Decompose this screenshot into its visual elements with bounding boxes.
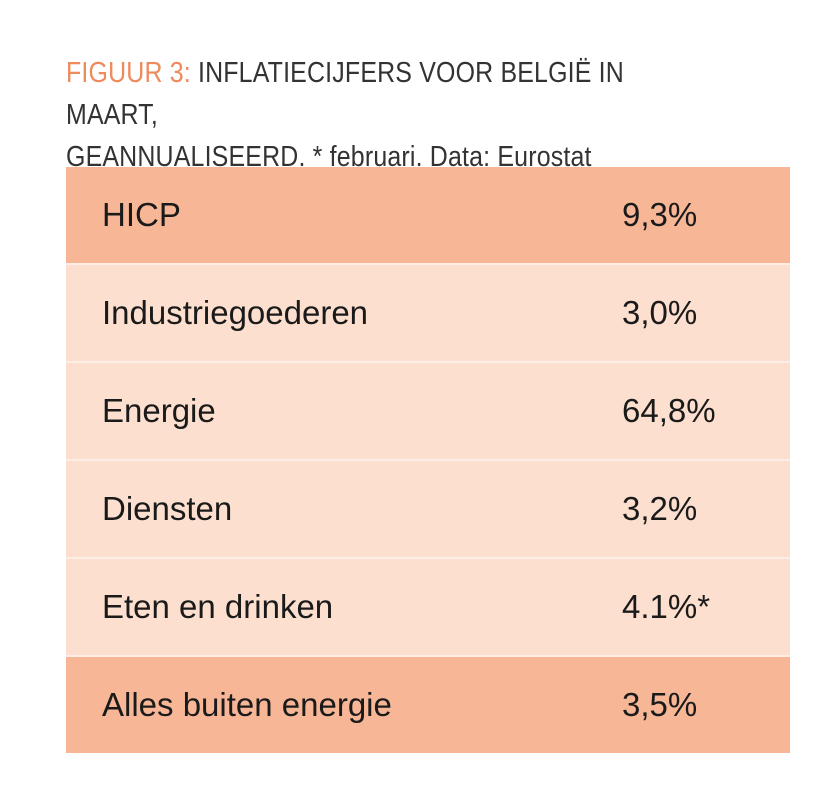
table-row: Eten en drinken 4.1%*: [66, 559, 790, 657]
row-value: 3,0%: [622, 294, 698, 331]
inflation-table: HICP 9,3% Industriegoederen 3,0% Energie 64,8…: [66, 167, 790, 753]
row-label: Alles buiten energie: [102, 686, 392, 723]
row-label: Diensten: [102, 490, 233, 527]
table-row: Energie 64,8%: [66, 363, 790, 461]
row-value: 9,3%: [622, 196, 698, 233]
row-label: HICP: [102, 196, 181, 233]
row-value: 3,5%: [622, 686, 698, 723]
table-row: Alles buiten energie 3,5%: [66, 657, 790, 753]
row-label: Industriegoederen: [102, 294, 369, 331]
row-label: Eten en drinken: [102, 588, 334, 625]
table-row: HICP 9,3%: [66, 167, 790, 265]
row-value: 4.1%*: [622, 588, 711, 625]
table-row: Industriegoederen 3,0%: [66, 265, 790, 363]
row-label: Energie: [102, 392, 216, 429]
figure-title-line-1: INFLATIECIJFERS VOOR BELGIË IN MAART,: [66, 57, 624, 131]
row-value: 64,8%: [622, 392, 716, 429]
table-row: Diensten 3,2%: [66, 461, 790, 559]
figure-label: FIGUUR 3:: [66, 57, 191, 89]
row-value: 3,2%: [622, 490, 698, 527]
figure-caption: FIGUUR 3: INFLATIECIJFERS VOOR BELGIË IN…: [66, 52, 702, 178]
